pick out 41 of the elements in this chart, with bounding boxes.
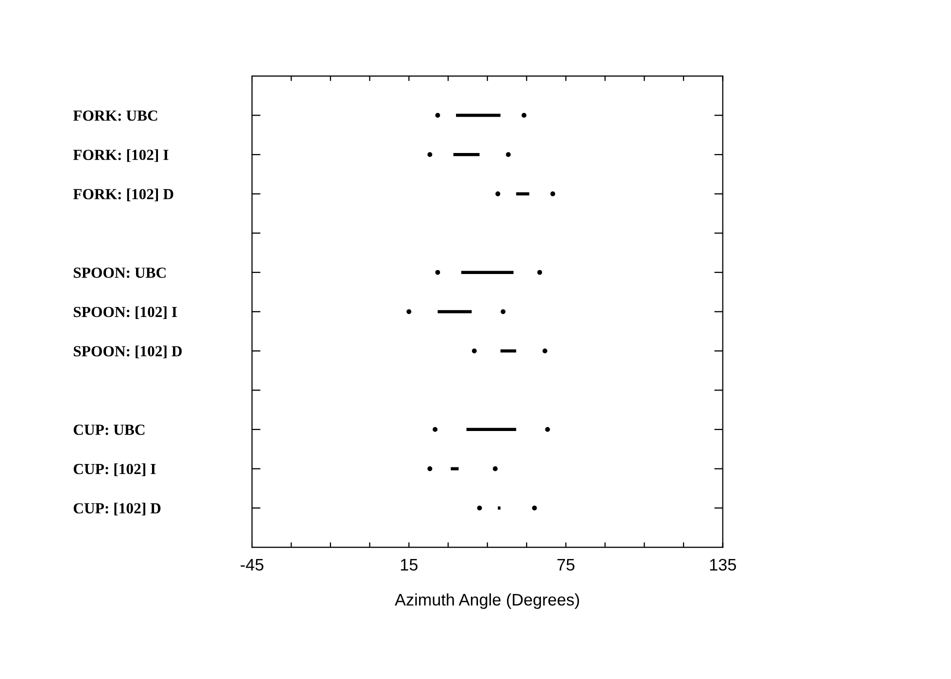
bar (516, 192, 530, 196)
point (495, 191, 500, 196)
bar (438, 310, 472, 314)
y-tick-label: SPOON: UBC (74, 268, 166, 278)
bar (500, 349, 516, 352)
point (432, 427, 438, 432)
x-tick-label: 75 (557, 558, 574, 571)
point (477, 506, 482, 510)
y-tick-label: CUP: UBC (74, 424, 144, 435)
point (532, 506, 537, 510)
point (506, 152, 511, 158)
point (522, 112, 526, 118)
bar (456, 114, 500, 117)
point (472, 348, 477, 354)
y-tick-label: FORK: [102] I (73, 149, 168, 162)
point (406, 309, 412, 314)
point (537, 270, 542, 275)
x-tick-label: -45 (240, 558, 264, 571)
y-tick-label: CUP: [102] D (74, 502, 160, 516)
y-tick-label: SPOON: [102] D (74, 346, 182, 358)
y-tick-label: SPOON: [102] I (74, 306, 177, 320)
y-tick-label: FORK: [102] D (73, 188, 174, 202)
point (500, 309, 506, 314)
point (545, 427, 550, 432)
point (550, 191, 556, 196)
point (492, 466, 498, 472)
bar (450, 467, 459, 470)
x-tick-label: 135 (710, 558, 736, 571)
y-tick-label: FORK: UBC (73, 110, 158, 121)
point (542, 348, 548, 354)
point (435, 270, 440, 275)
bar (453, 153, 480, 156)
bar (498, 506, 500, 510)
point (435, 112, 440, 118)
bar (466, 428, 516, 432)
point (427, 466, 432, 472)
x-tick-label: 15 (400, 558, 418, 571)
x-axis-title: Azimuth Angle (Degrees) (394, 593, 579, 609)
bar (461, 270, 514, 274)
point (427, 152, 432, 158)
y-tick-label: CUP: [102] I (74, 463, 156, 476)
